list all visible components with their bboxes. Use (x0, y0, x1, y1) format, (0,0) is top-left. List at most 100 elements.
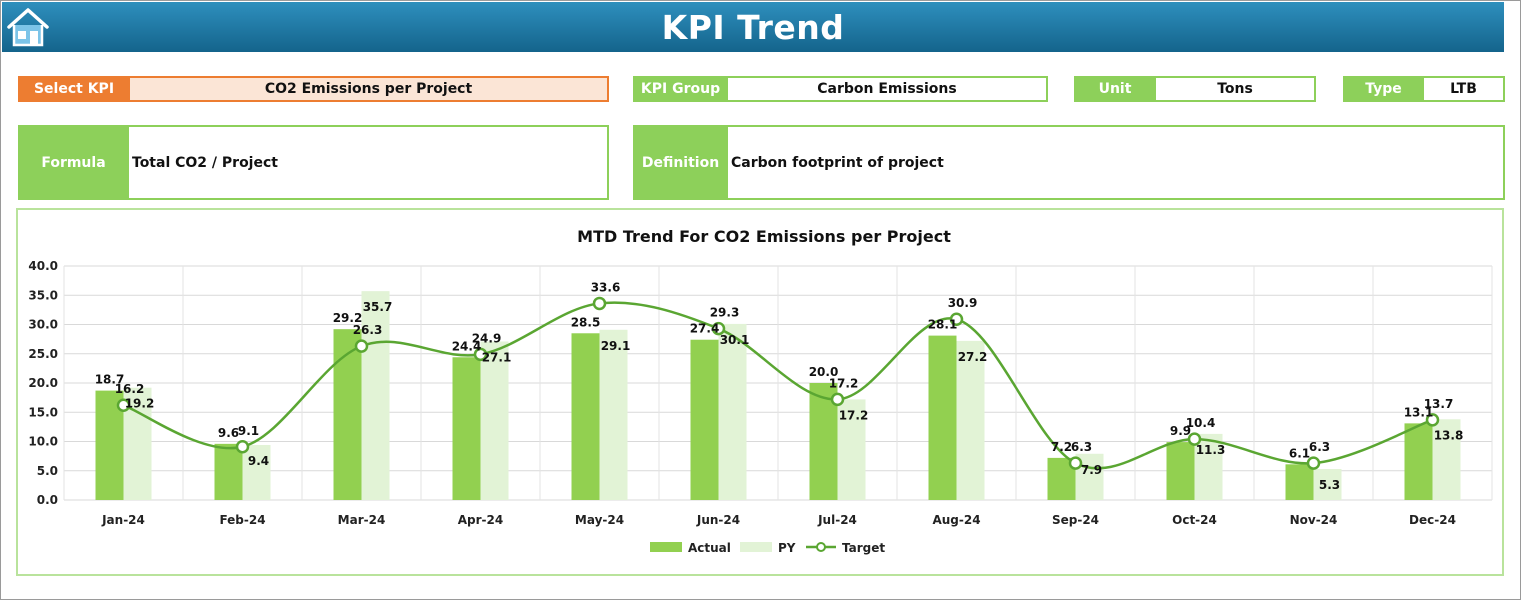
y-axis: 0.0 5.0 10.0 15.0 20.0 25.0 30.0 35.0 40.0 (28, 259, 58, 507)
legend: Actual PY Target (650, 541, 885, 555)
target-data-label: 10.4 (1186, 416, 1216, 430)
actual-data-label: 7.2 (1051, 440, 1072, 454)
py-data-label: 29.1 (601, 339, 631, 353)
unit-value: Tons (1156, 76, 1316, 102)
target-data-label: 6.3 (1309, 440, 1330, 454)
py-data-label: 7.9 (1081, 463, 1102, 477)
x-axis: Jan-24 Feb-24 Mar-24 Apr-24 May-24 Jun-24 Jul-… (101, 513, 1456, 527)
py-bar (600, 330, 628, 500)
actual-data-label: 28.1 (928, 318, 958, 332)
py-data-label: 5.3 (1319, 478, 1340, 492)
type-value: LTB (1424, 76, 1505, 102)
select-kpi-field[interactable]: Select KPI CO2 Emissions per Project (18, 76, 609, 102)
x-tick-label: Oct-24 (1172, 513, 1217, 527)
py-data-label: 17.2 (839, 408, 869, 422)
y-tick-label: 15.0 (28, 405, 58, 419)
py-bar (719, 324, 747, 500)
target-data-label: 33.6 (591, 280, 621, 294)
py-data-label: 13.8 (1434, 428, 1464, 442)
target-marker (1070, 458, 1081, 469)
target-marker (832, 394, 843, 405)
y-tick-label: 35.0 (28, 288, 58, 302)
definition-value: Carbon footprint of project (728, 125, 1505, 200)
home-icon[interactable] (6, 6, 50, 48)
y-tick-label: 40.0 (28, 259, 58, 273)
target-data-label: 29.3 (710, 306, 740, 320)
legend-target-marker (817, 543, 825, 551)
kpi-group-field: KPI Group Carbon Emissions (633, 76, 1048, 102)
actual-data-label: 6.1 (1289, 446, 1310, 460)
legend-target-label: Target (842, 541, 885, 555)
x-tick-label: Sep-24 (1052, 513, 1099, 527)
target-data-label: 17.2 (829, 376, 859, 390)
py-bar (957, 341, 985, 500)
x-tick-label: Jan-24 (101, 513, 145, 527)
kpi-group-value: Carbon Emissions (728, 76, 1048, 102)
x-tick-label: Dec-24 (1409, 513, 1456, 527)
y-tick-label: 5.0 (37, 464, 58, 478)
type-field: Type LTB (1343, 76, 1505, 102)
actual-bar (1167, 442, 1195, 500)
target-marker (356, 341, 367, 352)
x-tick-label: Jul-24 (817, 513, 857, 527)
actual-bar (1286, 464, 1314, 500)
type-label: Type (1343, 76, 1424, 102)
x-tick-label: Jun-24 (696, 513, 740, 527)
target-data-label: 6.3 (1071, 440, 1092, 454)
y-tick-label: 25.0 (28, 347, 58, 361)
target-data-label: 16.2 (115, 382, 145, 396)
target-marker (237, 441, 248, 452)
y-tick-label: 10.0 (28, 435, 58, 449)
chart-container: MTD Trend For CO2 Emissions per Project … (16, 208, 1504, 576)
actual-bar (215, 444, 243, 500)
target-data-label: 13.7 (1424, 397, 1454, 411)
select-kpi-value[interactable]: CO2 Emissions per Project (130, 76, 609, 102)
gridlines (64, 266, 1492, 500)
title-bar: KPI Trend (2, 2, 1504, 52)
actual-bar (1405, 423, 1433, 500)
unit-label: Unit (1074, 76, 1156, 102)
py-data-label: 11.3 (1196, 443, 1226, 457)
x-tick-label: Mar-24 (338, 513, 386, 527)
py-bar (481, 341, 509, 500)
y-tick-label: 0.0 (37, 493, 58, 507)
legend-actual-swatch (650, 542, 682, 552)
select-kpi-label: Select KPI (18, 76, 130, 102)
formula-field: Formula Total CO2 / Project (18, 125, 609, 200)
legend-py-label: PY (778, 541, 796, 555)
legend-actual-label: Actual (688, 541, 731, 555)
py-data-label: 30.1 (720, 333, 750, 347)
x-tick-label: May-24 (575, 513, 624, 527)
formula-label: Formula (18, 125, 129, 200)
y-tick-label: 20.0 (28, 376, 58, 390)
target-data-label: 30.9 (948, 296, 978, 310)
actual-data-label: 27.4 (690, 322, 720, 336)
definition-label: Definition (633, 125, 728, 200)
chart-title: MTD Trend For CO2 Emissions per Project (577, 227, 951, 246)
target-data-label: 26.3 (353, 323, 383, 337)
definition-field: Definition Carbon footprint of project (633, 125, 1505, 200)
target-marker (594, 298, 605, 309)
py-data-label: 19.2 (125, 397, 155, 411)
x-tick-label: Aug-24 (932, 513, 980, 527)
target-data-label: 24.9 (472, 331, 502, 345)
actual-bar (453, 357, 481, 500)
legend-py-swatch (740, 542, 772, 552)
x-tick-label: Feb-24 (219, 513, 265, 527)
target-data-label: 9.1 (238, 424, 259, 438)
unit-field: Unit Tons (1074, 76, 1316, 102)
actual-data-label: 9.6 (218, 426, 239, 440)
kpi-group-label: KPI Group (633, 76, 728, 102)
py-data-label: 9.4 (248, 454, 269, 468)
actual-data-label: 28.5 (571, 315, 601, 329)
x-tick-label: Apr-24 (458, 513, 503, 527)
actual-bar (572, 333, 600, 500)
data-labels: 18.719.216.29.69.49.129.235.726.324.427.… (95, 280, 1464, 492)
actual-bar (929, 336, 957, 500)
page-title: KPI Trend (662, 8, 845, 47)
x-tick-label: Nov-24 (1290, 513, 1338, 527)
y-tick-label: 30.0 (28, 318, 58, 332)
actual-bar (691, 340, 719, 500)
py-data-label: 27.2 (958, 350, 988, 364)
trend-chart: MTD Trend For CO2 Emissions per Project … (18, 210, 1502, 574)
